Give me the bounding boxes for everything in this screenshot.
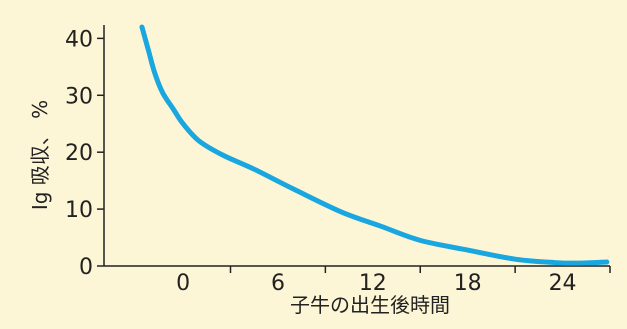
y-tick-label: 30 [65,84,93,109]
y-axis-title: Ig 吸収、 % [28,100,52,210]
series-line-0 [139,24,610,266]
y-tick-label: 40 [65,27,93,52]
y-tick-label: 20 [65,141,93,166]
x-axis: 0 6 12 18 24 [104,265,611,296]
y-tick-label: 0 [79,255,93,280]
x-axis-title: 子牛の出生後時間 [290,293,450,317]
series-layer [139,24,610,266]
y-tick-label: 10 [65,198,93,223]
x-tick-label: 18 [454,271,482,296]
x-tick-label: 12 [359,271,387,296]
x-tick-label: 24 [549,271,577,296]
x-tick-label: 0 [176,271,190,296]
y-axis: 0 10 20 30 40 [65,25,105,280]
x-tick-label: 6 [271,271,285,296]
